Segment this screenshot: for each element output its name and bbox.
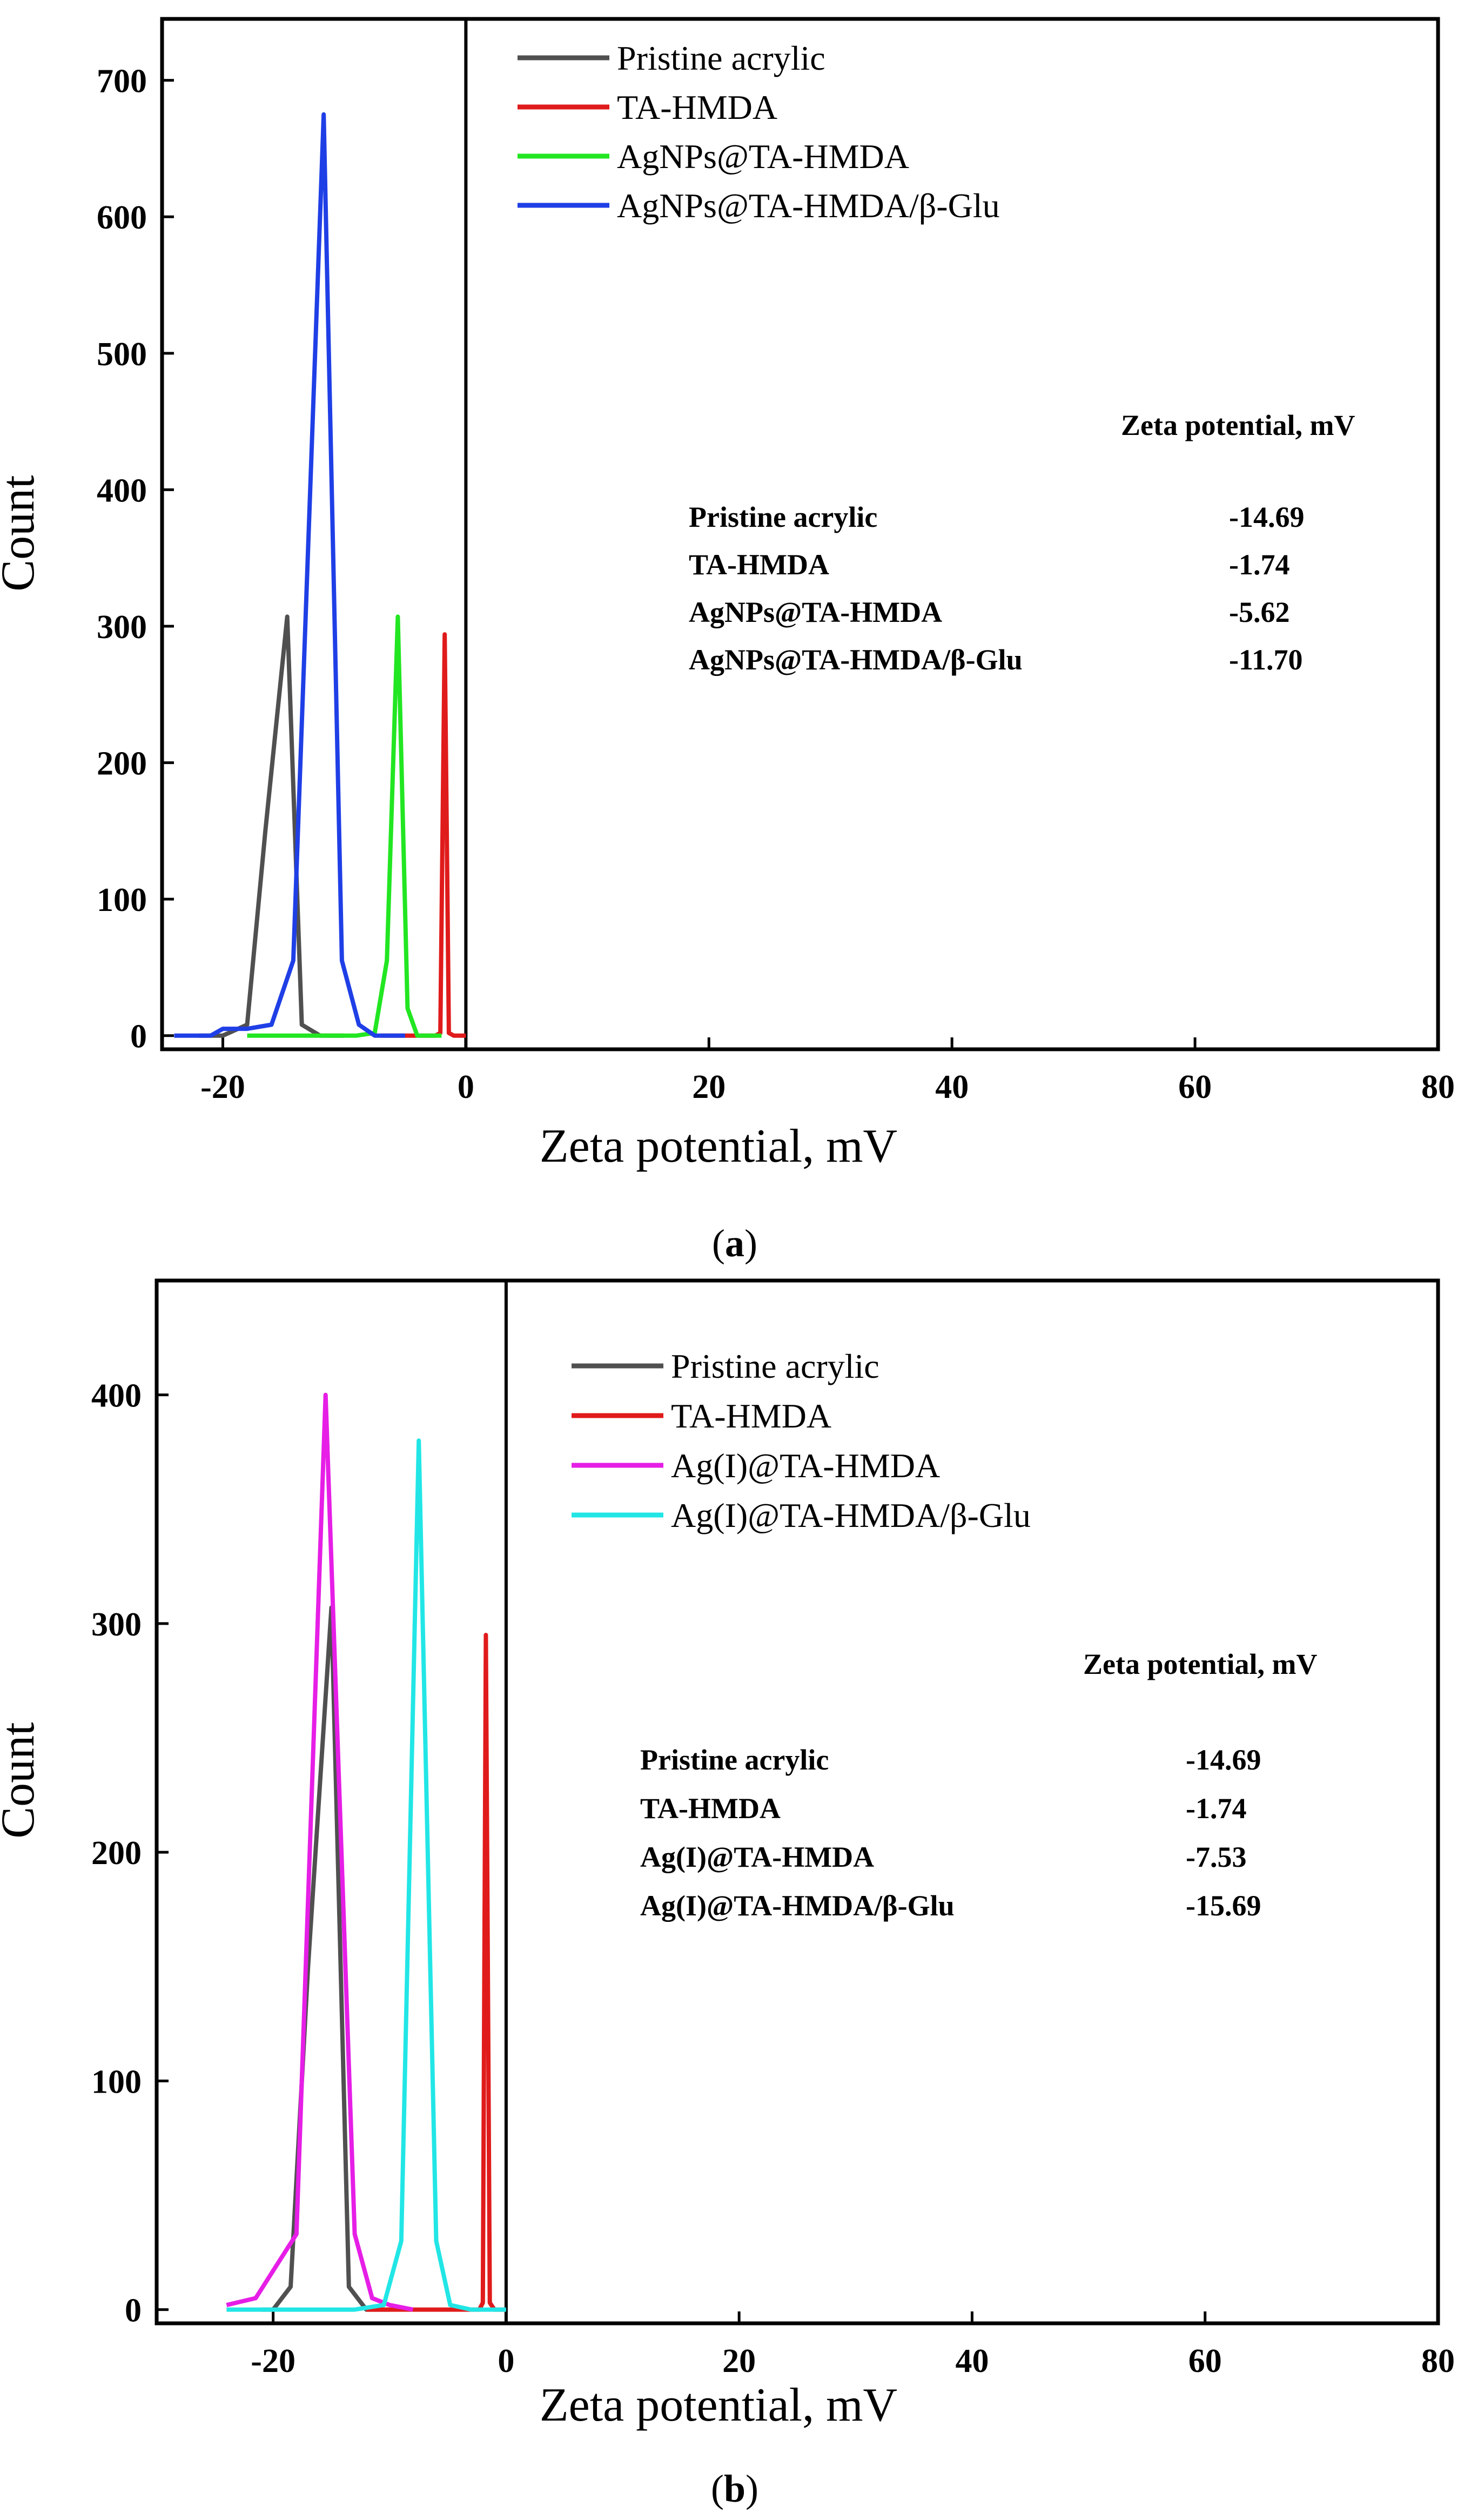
plot-frame [160, 17, 1440, 1051]
table-row-label: Ag(I)@TA-HMDA [640, 1841, 874, 1873]
x-tick-label: 80 [1421, 1069, 1455, 1105]
y-tick-label: 0 [130, 1018, 147, 1055]
y-tick-label: 700 [97, 63, 147, 100]
x-axis-title: Zeta potential, mV [540, 1120, 897, 1172]
x-tick-label: 80 [1421, 2343, 1455, 2380]
y-axis-title: Count [0, 475, 44, 591]
x-tick-label: 20 [722, 2343, 756, 2380]
series-line-4 [174, 112, 405, 1038]
panel-label: (a) [712, 1222, 757, 1265]
y-tick-label: 0 [125, 2293, 142, 2329]
legend-label: AgNPs@TA-HMDA/β-Glu [617, 186, 1000, 225]
chart-panel-a: -20 0 20 40 60 80 0 100 200 300 400 500 600 700 Zeta p… [0, 17, 1455, 1265]
table-row-label: TA-HMDA [640, 1792, 781, 1825]
table-row-value: -14.69 [1229, 501, 1304, 533]
panel-label-letter: a [725, 1222, 744, 1265]
plot-frame [155, 1278, 1440, 2325]
table-row-value: -1.74 [1229, 548, 1289, 581]
y-tick-label: 300 [97, 609, 147, 646]
x-tick-label: 20 [692, 1069, 726, 1105]
table-row-value: -7.53 [1186, 1841, 1246, 1873]
table-row-label: Pristine acrylic [689, 501, 877, 533]
legend-label: Pristine acrylic [617, 39, 825, 77]
legend-label: Ag(I)@TA-HMDA [671, 1446, 940, 1485]
table-row-label: TA-HMDA [689, 548, 829, 581]
table-row-value: -14.69 [1186, 1744, 1261, 1776]
y-tick-label: 100 [97, 882, 147, 919]
table-row-value: -15.69 [1186, 1889, 1261, 1922]
x-tick-label: 0 [458, 1069, 474, 1105]
series-line-3 [247, 614, 442, 1038]
y-tick-label: 200 [91, 1835, 142, 1872]
series-line-1 [261, 1605, 390, 2312]
x-tick-label: -20 [200, 1069, 245, 1105]
x-axis-title: Zeta potential, mV [540, 2379, 897, 2431]
y-tick-label: 200 [97, 746, 147, 782]
chart-panel-b: -20 0 20 40 60 80 0 100 200 300 400 Zeta potential,… [0, 1278, 1455, 2510]
legend-label: AgNPs@TA-HMDA [617, 137, 909, 176]
y-tick-label: 400 [97, 472, 147, 509]
x-tick-label: 40 [955, 2343, 989, 2380]
table-header: Zeta potential, mV [1121, 409, 1355, 441]
y-tick-label: 300 [91, 1606, 142, 1643]
series-line-1 [198, 614, 345, 1038]
x-tick-label: 60 [1178, 1069, 1212, 1105]
x-tick-label: 60 [1188, 2343, 1222, 2380]
legend-label: Pristine acrylic [671, 1347, 879, 1385]
legend-label: TA-HMDA [617, 88, 777, 126]
table-row-label: Ag(I)@TA-HMDA/β-Glu [640, 1889, 955, 1922]
series-line-4 [226, 1438, 506, 2312]
table-row-value: -1.74 [1186, 1792, 1246, 1825]
table-header: Zeta potential, mV [1083, 1648, 1317, 1680]
x-tick-label: -20 [251, 2343, 295, 2380]
x-tick-label: 0 [498, 2343, 514, 2380]
y-axis-title: Count [0, 1722, 44, 1838]
panel-label-letter: b [724, 2467, 745, 2510]
legend-label: TA-HMDA [671, 1397, 831, 1435]
y-tick-label: 400 [91, 1378, 142, 1415]
table-row-label: AgNPs@TA-HMDA [689, 596, 942, 628]
table-row-label: AgNPs@TA-HMDA/β-Glu [689, 644, 1023, 676]
series-line-3 [226, 1392, 414, 2312]
table-row-label: Pristine acrylic [640, 1744, 829, 1776]
y-tick-label: 100 [91, 2063, 142, 2100]
legend-label: Ag(I)@TA-HMDA/β-Glu [671, 1496, 1031, 1534]
x-tick-label: 40 [935, 1069, 969, 1105]
table-row-value: -5.62 [1229, 596, 1289, 628]
table-row-value: -11.70 [1229, 644, 1303, 676]
panel-label: (b) [711, 2467, 758, 2510]
y-tick-label: 600 [97, 199, 147, 236]
y-tick-label: 500 [97, 336, 147, 373]
